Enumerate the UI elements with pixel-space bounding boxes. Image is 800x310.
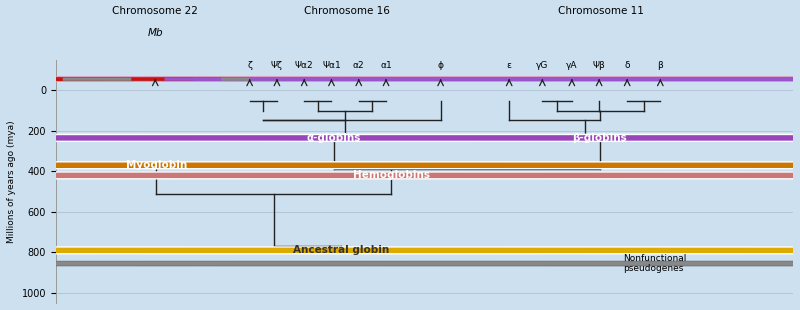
Text: α1: α1 bbox=[380, 61, 392, 70]
Text: Ψζ: Ψζ bbox=[271, 61, 283, 70]
FancyBboxPatch shape bbox=[0, 77, 800, 82]
FancyBboxPatch shape bbox=[250, 78, 800, 81]
FancyBboxPatch shape bbox=[0, 77, 800, 82]
Text: ζ: ζ bbox=[247, 61, 252, 70]
FancyBboxPatch shape bbox=[8, 78, 764, 81]
Text: ϕ: ϕ bbox=[438, 61, 444, 70]
Text: Chromosome 16: Chromosome 16 bbox=[304, 6, 390, 16]
Y-axis label: Millions of years ago (mya): Millions of years ago (mya) bbox=[7, 120, 16, 243]
FancyBboxPatch shape bbox=[0, 78, 710, 81]
Text: α-globins: α-globins bbox=[307, 133, 362, 143]
Text: ε: ε bbox=[506, 61, 512, 70]
FancyBboxPatch shape bbox=[0, 78, 655, 81]
Text: Ψα2: Ψα2 bbox=[295, 61, 314, 70]
Text: Hemoglobins: Hemoglobins bbox=[353, 170, 430, 180]
Text: β-globins: β-globins bbox=[572, 133, 627, 143]
Text: δ: δ bbox=[625, 61, 630, 70]
Text: Chromosome 11: Chromosome 11 bbox=[558, 6, 644, 16]
Text: γG: γG bbox=[536, 61, 549, 70]
FancyBboxPatch shape bbox=[165, 78, 800, 81]
FancyBboxPatch shape bbox=[0, 247, 800, 254]
Text: Ψβ: Ψβ bbox=[593, 61, 606, 70]
FancyBboxPatch shape bbox=[0, 162, 800, 169]
Text: Myoglobin: Myoglobin bbox=[126, 160, 187, 170]
Text: Nonfunctional
pseudogenes: Nonfunctional pseudogenes bbox=[623, 254, 687, 273]
Text: γA: γA bbox=[566, 61, 578, 70]
FancyBboxPatch shape bbox=[194, 78, 800, 81]
FancyBboxPatch shape bbox=[0, 261, 800, 266]
FancyBboxPatch shape bbox=[0, 172, 800, 179]
FancyBboxPatch shape bbox=[0, 78, 682, 81]
Text: Mb: Mb bbox=[147, 28, 163, 38]
FancyBboxPatch shape bbox=[0, 77, 800, 82]
FancyBboxPatch shape bbox=[0, 78, 627, 81]
FancyBboxPatch shape bbox=[222, 78, 800, 81]
FancyBboxPatch shape bbox=[0, 78, 737, 81]
FancyBboxPatch shape bbox=[0, 135, 800, 141]
FancyBboxPatch shape bbox=[62, 78, 800, 81]
Text: Ψα1: Ψα1 bbox=[322, 61, 341, 70]
Text: β: β bbox=[658, 61, 663, 70]
FancyBboxPatch shape bbox=[282, 78, 800, 81]
FancyBboxPatch shape bbox=[0, 78, 541, 81]
FancyBboxPatch shape bbox=[131, 78, 800, 81]
Text: α2: α2 bbox=[353, 61, 365, 70]
FancyBboxPatch shape bbox=[0, 135, 800, 141]
Text: Ancestral globin: Ancestral globin bbox=[294, 246, 390, 255]
Text: Chromosome 22: Chromosome 22 bbox=[112, 6, 198, 16]
